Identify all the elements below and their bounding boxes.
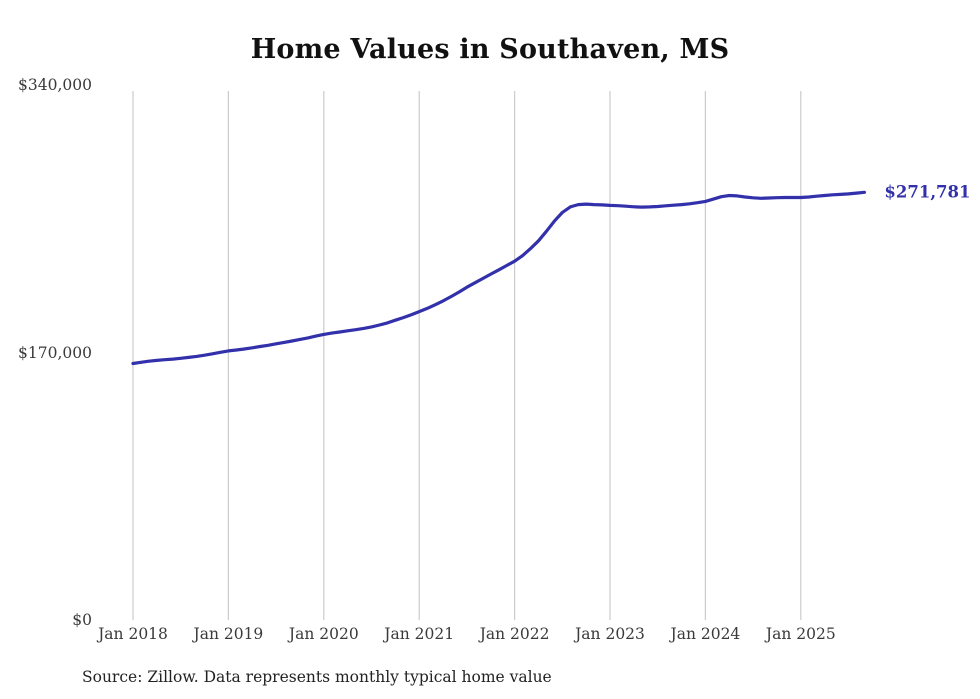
x-axis-tick-label: Jan 2019	[193, 625, 264, 643]
y-axis-tick-label: $170,000	[18, 343, 92, 362]
x-axis-tick-label: Jan 2022	[479, 625, 550, 643]
x-axis-tick-label: Jan 2018	[98, 625, 168, 643]
x-axis-tick-label: Jan 2023	[575, 625, 645, 643]
y-axis-tick-label: $0	[72, 611, 92, 629]
source-note: Source: Zillow. Data represents monthly …	[82, 668, 552, 686]
chart-title: Home Values in Southaven, MS	[250, 34, 730, 65]
end-value-label: $271,781	[884, 182, 971, 202]
x-axis-tick-label: Jan 2024	[670, 625, 741, 643]
y-axis-tick-label: $340,000	[18, 76, 92, 94]
x-axis-tick-label: Jan 2020	[288, 625, 359, 643]
x-axis-tick-label: Jan 2021	[384, 625, 455, 643]
x-axis-tick-label: Jan 2025	[765, 625, 836, 643]
home-value-line	[131, 190, 866, 366]
